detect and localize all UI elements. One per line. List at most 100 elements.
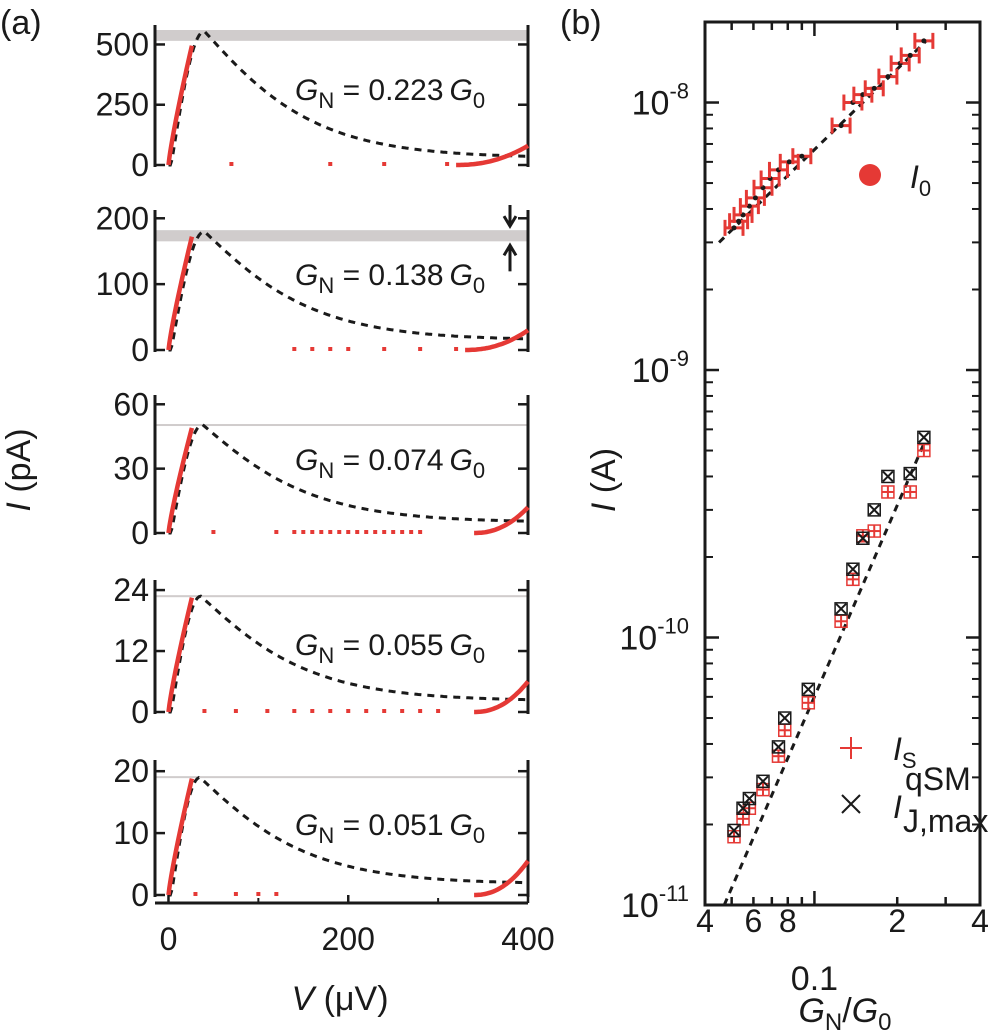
errorbar-center: [760, 185, 766, 191]
data-point-I0: [913, 32, 935, 49]
conductance-annotation: GN = 0.055 G0: [295, 629, 485, 668]
experiment-point: [328, 530, 333, 534]
experiment-point: [310, 709, 315, 713]
x-axis-label: V (μV): [291, 980, 388, 1018]
experiment-point: [391, 530, 396, 534]
subplot-1: 0 250 500 GN = 0.223 G0: [96, 25, 530, 183]
experiment-point: [337, 530, 342, 534]
experiment-point: [382, 162, 387, 166]
arrow-down-head: [502, 215, 518, 230]
data-point-IJmax: [867, 503, 881, 517]
errorbar-center: [752, 195, 758, 201]
data-point-IJmax: [834, 602, 848, 616]
theory-curve: [168, 29, 528, 167]
legend-label-IJmax: I: [893, 789, 902, 825]
x-stroke-2: [772, 741, 785, 753]
x-box: [903, 466, 917, 481]
subplot-2: 0 100 200 GN = 0.138 G0: [96, 200, 530, 368]
x-box: [846, 562, 860, 576]
experiment-point: [364, 709, 369, 713]
experiment-point: [274, 530, 279, 534]
experiment-curve-tail: [474, 859, 530, 898]
x-stroke-2: [835, 603, 847, 615]
errorbar-center: [736, 218, 742, 224]
experiment-point: [373, 530, 378, 534]
subplot-3: 0 30 60 GN = 0.074 G0: [113, 386, 530, 551]
y-tick-label: 0: [131, 332, 149, 368]
data-point-IJmax: [881, 469, 895, 484]
panel-label-a: (a): [0, 4, 42, 42]
gap-band: [155, 424, 528, 427]
subplot-5: 0 10 20 GN = 0.051 G0: [113, 753, 530, 913]
x-box: [917, 430, 931, 445]
y-tick-label: 10-9: [632, 346, 689, 390]
errorbar-center: [799, 153, 805, 159]
experiment-point: [346, 347, 351, 351]
experiment-point: [436, 709, 441, 713]
x-box: [834, 602, 848, 616]
x-box: [756, 774, 770, 789]
experiment-point: [233, 709, 238, 713]
x-major-tick-label: 0.1: [791, 960, 838, 998]
experiment-point: [301, 530, 306, 534]
legend-label-IJmax-sup: qSM: [905, 761, 971, 797]
x-box: [771, 740, 786, 754]
data-point-IJmax: [742, 791, 757, 806]
experiment-point: [346, 530, 351, 534]
x-box: [856, 531, 870, 545]
data-point-IS: [801, 696, 816, 710]
errorbar-center: [907, 52, 913, 58]
experiment-curve-tail: [456, 143, 530, 168]
errorbar-center: [746, 203, 752, 209]
theory-curve: [168, 229, 528, 352]
x-box: [801, 682, 816, 697]
errorbar-center: [871, 85, 877, 91]
y-tick-label: 10-10: [619, 614, 689, 658]
experiment-point: [454, 347, 459, 351]
x-stroke-2: [728, 824, 740, 837]
y-tick-label: 0: [131, 877, 149, 913]
experiment-point: [328, 709, 333, 713]
experiment-point: [400, 530, 405, 534]
y-tick-label: 100: [96, 266, 149, 302]
x-stroke-2: [868, 504, 880, 516]
conductance-annotation: GN = 0.074 G0: [295, 444, 485, 483]
experiment-curve-rise: [166, 778, 195, 896]
experiment-point: [292, 347, 297, 351]
theory-curve: [168, 423, 528, 535]
legend-label-IJmax-sub: J,max: [903, 803, 988, 839]
y-tick-label: 24: [113, 572, 149, 608]
conductance-annotation: GN = 0.051 G0: [295, 809, 485, 848]
x-stroke-2: [743, 792, 756, 805]
errorbar-center: [731, 225, 737, 231]
data-point-I0: [767, 161, 789, 178]
experiment-point: [328, 162, 333, 166]
x-stroke-2: [904, 467, 916, 480]
x-box: [881, 469, 895, 484]
y-tick-label: 250: [96, 87, 149, 123]
data-point-IS: [903, 485, 917, 499]
x-tick-label: 0: [160, 921, 178, 957]
data-point-IS: [917, 443, 931, 458]
y-tick-label: 0: [131, 694, 149, 730]
y-tick-label: 30: [113, 451, 149, 487]
data-point-I0: [830, 117, 852, 134]
data-point-IJmax: [917, 430, 931, 445]
experiment-curve-tail: [465, 328, 530, 353]
fit-line-I0: [718, 39, 928, 244]
x-box: [727, 823, 741, 838]
experiment-curve-rise: [166, 236, 195, 351]
conductance-annotation: GN = 0.223 G0: [295, 74, 485, 113]
experiment-point: [202, 709, 207, 713]
experiment-curve-rise: [166, 597, 195, 713]
gap-band: [155, 776, 528, 779]
gap-band: [155, 30, 528, 41]
data-point-I0: [744, 189, 766, 206]
y-tick-label: 20: [113, 753, 149, 789]
experiment-point: [400, 709, 405, 713]
x-tick-label: 400: [501, 921, 554, 957]
plot-frame: [703, 20, 982, 907]
